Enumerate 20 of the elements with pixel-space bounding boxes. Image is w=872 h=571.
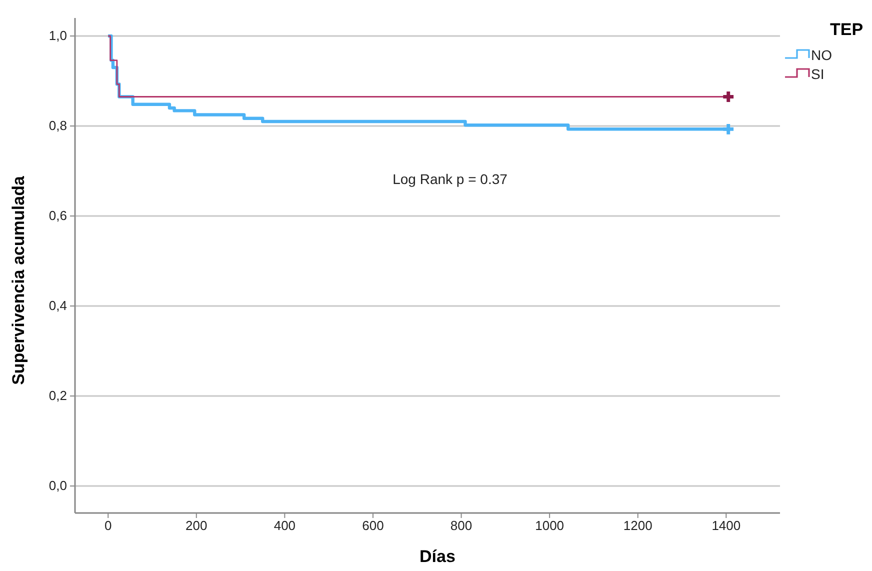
legend-label: SI: [811, 66, 824, 82]
x-tick-label: 800: [450, 518, 472, 534]
x-axis-title: Días: [420, 547, 456, 566]
y-tick-label: 0,4: [48, 298, 67, 314]
x-tick-label: 1000: [535, 518, 564, 534]
annotation: Log Rank p = 0.37: [392, 171, 508, 187]
x-tick-label: 1400: [712, 518, 741, 534]
legend-title: TEP: [830, 20, 864, 39]
x-tick-label: 600: [362, 518, 384, 534]
x-tick-label: 0: [104, 518, 112, 534]
y-tick-label: 0,8: [48, 118, 67, 134]
y-tick-label: 1,0: [48, 28, 67, 44]
x-tick-label: 400: [274, 518, 296, 534]
y-axis-title: Supervivencia acumulada: [9, 176, 28, 385]
x-tick-label: 1200: [623, 518, 652, 534]
y-tick-label: 0,0: [48, 478, 67, 494]
x-tick-label: 200: [186, 518, 208, 534]
legend-label: NO: [811, 47, 832, 63]
y-tick-label: 0,6: [48, 208, 67, 224]
y-tick-label: 0,2: [48, 388, 67, 404]
